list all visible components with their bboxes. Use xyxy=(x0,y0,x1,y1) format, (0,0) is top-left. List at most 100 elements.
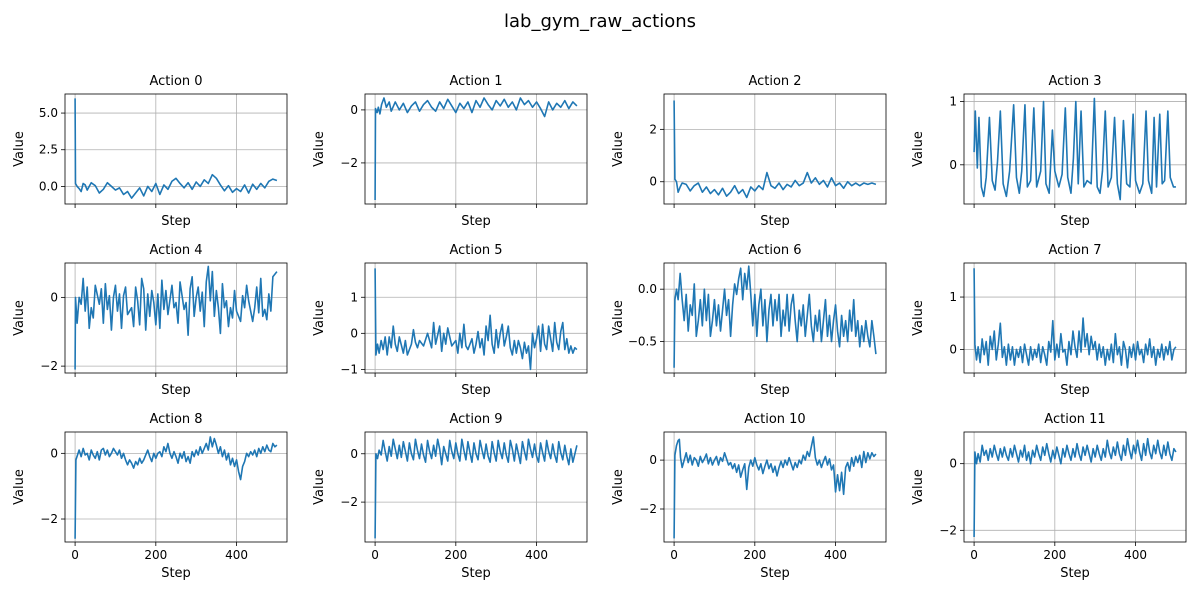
x-axis-label: Step xyxy=(760,214,790,229)
axes-frame xyxy=(364,262,588,374)
series-line xyxy=(374,438,578,539)
y-tick-label: 0 xyxy=(350,103,358,117)
y-tick-label: 0 xyxy=(50,446,58,460)
y-axis-label: Value xyxy=(12,300,27,336)
subplot-title: Action 10 xyxy=(744,412,805,427)
y-axis-label: Value xyxy=(611,131,626,167)
series-line xyxy=(673,265,877,368)
y-tick-label: 0.0 xyxy=(39,179,58,193)
x-tick-label: 400 xyxy=(525,548,548,562)
subplot-5: Action 5 −1 0 1 Step Value xyxy=(312,243,588,398)
y-tick-label: −2 xyxy=(340,156,358,170)
subplot-title: Action 3 xyxy=(1048,74,1101,89)
x-tick-label: 200 xyxy=(144,548,167,562)
y-tick-label: 5.0 xyxy=(39,106,58,120)
x-tick-label: 0 xyxy=(670,548,678,562)
y-tick-label: 0.0 xyxy=(638,282,657,296)
y-axis-label: Value xyxy=(312,469,327,505)
series-line xyxy=(74,436,278,539)
y-tick-label: −2 xyxy=(340,495,358,509)
axes-frame xyxy=(64,431,288,543)
x-axis-label: Step xyxy=(161,383,191,398)
y-tick-label: −2 xyxy=(40,359,58,373)
y-tick-label: 0 xyxy=(350,447,358,461)
series-line xyxy=(673,436,877,539)
subplot-title: Action 7 xyxy=(1048,243,1101,258)
y-axis-label: Value xyxy=(12,131,27,167)
subplot-title: Action 8 xyxy=(149,412,202,427)
y-tick-label: 1 xyxy=(949,290,957,304)
y-tick-label: 0 xyxy=(649,453,657,467)
x-tick-label: 200 xyxy=(1043,548,1066,562)
subplot-11: Action 11 −2 0 0 200 400 Step Value xyxy=(911,412,1187,581)
y-tick-label: 2 xyxy=(649,122,657,136)
y-tick-label: −2 xyxy=(639,502,657,516)
y-axis-label: Value xyxy=(312,131,327,167)
y-tick-label: −0.5 xyxy=(628,335,657,349)
subplot-title: Action 0 xyxy=(149,74,202,89)
y-tick-label: 0 xyxy=(649,175,657,189)
subplot-9: Action 9 −2 0 0 200 400 Step Value xyxy=(312,412,588,581)
y-axis-label: Value xyxy=(611,469,626,505)
x-axis-label: Step xyxy=(1060,383,1090,398)
subplot-0: Action 0 0.0 2.5 5.0 Step Value xyxy=(12,74,288,229)
x-axis-label: Step xyxy=(461,214,491,229)
y-tick-label: 0 xyxy=(50,290,58,304)
y-tick-label: 0 xyxy=(350,326,358,340)
subplot-title: Action 2 xyxy=(748,74,801,89)
x-tick-label: 200 xyxy=(444,548,467,562)
subplot-title: Action 6 xyxy=(748,243,801,258)
subplot-title: Action 4 xyxy=(149,243,202,258)
x-tick-label: 400 xyxy=(225,548,248,562)
axes-frame xyxy=(663,262,887,374)
subplot-1: Action 1 −2 0 Step Value xyxy=(312,74,588,229)
series-line xyxy=(973,97,1176,201)
x-tick-label: 400 xyxy=(824,548,847,562)
x-tick-label: 0 xyxy=(371,548,379,562)
subplot-title: Action 9 xyxy=(449,412,502,427)
subplot-title: Action 11 xyxy=(1044,412,1105,427)
subplot-title: Action 5 xyxy=(449,243,502,258)
axes-frame xyxy=(663,93,887,205)
x-tick-label: 0 xyxy=(970,548,978,562)
axes-frame xyxy=(64,93,288,205)
series-line xyxy=(374,97,578,201)
x-axis-label: Step xyxy=(161,214,191,229)
subplot-grid: Action 0 0.0 2.5 5.0 Step Value Action 1 −2 0 Ste… xyxy=(12,74,1187,581)
y-axis-label: Value xyxy=(911,469,926,505)
y-axis-label: Value xyxy=(611,300,626,336)
axes-frame xyxy=(963,431,1187,543)
y-axis-label: Value xyxy=(911,131,926,167)
axes-frame xyxy=(963,262,1187,374)
figure-title: lab_gym_raw_actions xyxy=(504,11,696,32)
y-tick-label: −2 xyxy=(939,523,957,537)
series-line xyxy=(673,100,877,199)
subplot-4: Action 4 −2 0 Step Value xyxy=(12,243,288,398)
y-axis-label: Value xyxy=(911,300,926,336)
y-tick-label: 1 xyxy=(350,290,358,304)
y-axis-label: Value xyxy=(12,469,27,505)
x-axis-label: Step xyxy=(461,383,491,398)
y-tick-label: −1 xyxy=(340,362,358,376)
x-axis-label: Step xyxy=(461,566,491,581)
x-axis-label: Step xyxy=(161,566,191,581)
x-tick-label: 400 xyxy=(1124,548,1147,562)
subplot-2: Action 2 0 2 Step Value xyxy=(611,74,887,229)
x-axis-label: Step xyxy=(760,383,790,398)
series-line xyxy=(74,98,278,199)
subplot-7: Action 7 0 1 Step Value xyxy=(911,243,1187,398)
axes-frame xyxy=(963,93,1187,205)
x-axis-label: Step xyxy=(1060,214,1090,229)
series-line xyxy=(973,268,1177,369)
series-line xyxy=(374,268,578,371)
axes-frame xyxy=(663,431,887,543)
subplot-3: Action 3 0 1 Step Value xyxy=(911,74,1187,229)
series-line xyxy=(973,437,1177,538)
subplot-6: Action 6 −0.5 0.0 Step Value xyxy=(611,243,887,398)
series-line xyxy=(74,265,278,370)
x-tick-label: 200 xyxy=(743,548,766,562)
axes-frame xyxy=(364,431,588,543)
axes-frame xyxy=(64,262,288,374)
